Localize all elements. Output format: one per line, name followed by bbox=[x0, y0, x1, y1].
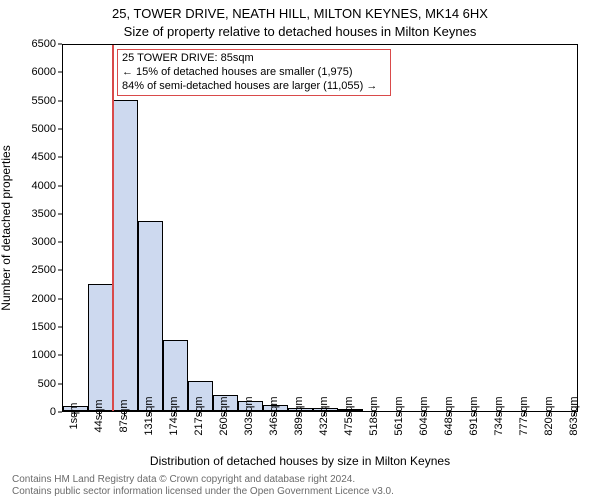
y-tick-mark bbox=[58, 298, 62, 299]
x-tick-label: 44sqm bbox=[93, 399, 105, 432]
y-tick-label: 4000 bbox=[6, 180, 56, 192]
chart-title-main: 25, TOWER DRIVE, NEATH HILL, MILTON KEYN… bbox=[0, 6, 600, 21]
y-tick-label: 5000 bbox=[6, 123, 56, 135]
x-tick-label: 648sqm bbox=[443, 396, 455, 435]
y-tick-mark bbox=[58, 44, 62, 45]
y-tick-mark bbox=[58, 213, 62, 214]
x-tick-mark bbox=[574, 412, 575, 416]
y-tick-label: 5500 bbox=[6, 95, 56, 107]
y-tick-label: 3500 bbox=[6, 208, 56, 220]
x-tick-label: 1sqm bbox=[68, 403, 80, 430]
y-tick-mark bbox=[58, 327, 62, 328]
annotation-box: 25 TOWER DRIVE: 85sqm← 15% of detached h… bbox=[117, 49, 391, 96]
y-tick-label: 6000 bbox=[6, 66, 56, 78]
credit-line-1: Contains HM Land Registry data © Crown c… bbox=[12, 474, 355, 485]
chart-title-sub: Size of property relative to detached ho… bbox=[0, 24, 600, 39]
y-tick-mark bbox=[58, 128, 62, 129]
x-tick-mark bbox=[174, 412, 175, 416]
x-tick-label: 518sqm bbox=[368, 396, 380, 435]
y-tick-label: 1000 bbox=[6, 349, 56, 361]
figure: 25, TOWER DRIVE, NEATH HILL, MILTON KEYN… bbox=[0, 0, 600, 500]
histogram-bar bbox=[113, 100, 138, 411]
y-tick-label: 2500 bbox=[6, 264, 56, 276]
x-tick-label: 303sqm bbox=[243, 396, 255, 435]
x-tick-label: 820sqm bbox=[543, 396, 555, 435]
x-tick-mark bbox=[274, 412, 275, 416]
y-tick-label: 1500 bbox=[6, 321, 56, 333]
annotation-line: 25 TOWER DRIVE: 85sqm bbox=[122, 52, 386, 66]
x-tick-label: 174sqm bbox=[168, 396, 180, 435]
x-tick-label: 691sqm bbox=[468, 396, 480, 435]
y-tick-label: 4500 bbox=[6, 151, 56, 163]
annotation-line: 84% of semi-detached houses are larger (… bbox=[122, 80, 386, 94]
x-tick-label: 561sqm bbox=[393, 396, 405, 435]
annotation-line: ← 15% of detached houses are smaller (1,… bbox=[122, 66, 386, 80]
x-tick-label: 604sqm bbox=[418, 396, 430, 435]
y-tick-mark bbox=[58, 383, 62, 384]
y-tick-mark bbox=[58, 72, 62, 73]
x-tick-label: 389sqm bbox=[293, 396, 305, 435]
x-tick-mark bbox=[549, 412, 550, 416]
y-tick-mark bbox=[58, 412, 62, 413]
x-tick-mark bbox=[424, 412, 425, 416]
x-tick-mark bbox=[124, 412, 125, 416]
x-tick-label: 863sqm bbox=[568, 396, 580, 435]
x-tick-mark bbox=[499, 412, 500, 416]
histogram-bar bbox=[88, 284, 113, 411]
plot-area: 25 TOWER DRIVE: 85sqm← 15% of detached h… bbox=[62, 44, 578, 412]
x-tick-mark bbox=[74, 412, 75, 416]
x-tick-label: 131sqm bbox=[143, 396, 155, 435]
x-tick-mark bbox=[374, 412, 375, 416]
x-tick-mark bbox=[474, 412, 475, 416]
x-tick-label: 217sqm bbox=[193, 396, 205, 435]
x-tick-label: 260sqm bbox=[218, 396, 230, 435]
y-axis-label: Number of detached properties bbox=[0, 145, 13, 310]
y-tick-mark bbox=[58, 270, 62, 271]
x-axis-label: Distribution of detached houses by size … bbox=[0, 454, 600, 468]
x-tick-mark bbox=[349, 412, 350, 416]
y-tick-mark bbox=[58, 157, 62, 158]
y-tick-label: 6500 bbox=[6, 38, 56, 50]
x-tick-mark bbox=[199, 412, 200, 416]
y-tick-label: 3000 bbox=[6, 236, 56, 248]
credit-line-2: Contains public sector information licen… bbox=[12, 486, 394, 497]
y-tick-label: 0 bbox=[6, 406, 56, 418]
x-tick-label: 87sqm bbox=[118, 399, 130, 432]
x-tick-label: 432sqm bbox=[318, 396, 330, 435]
x-tick-label: 734sqm bbox=[493, 396, 505, 435]
x-tick-mark bbox=[324, 412, 325, 416]
y-tick-label: 2000 bbox=[6, 293, 56, 305]
x-tick-label: 475sqm bbox=[343, 396, 355, 435]
y-tick-mark bbox=[58, 242, 62, 243]
x-tick-label: 346sqm bbox=[268, 396, 280, 435]
y-tick-mark bbox=[58, 355, 62, 356]
x-tick-mark bbox=[224, 412, 225, 416]
histogram-bar bbox=[138, 221, 163, 411]
x-tick-mark bbox=[149, 412, 150, 416]
x-tick-label: 777sqm bbox=[518, 396, 530, 435]
reference-line bbox=[112, 45, 114, 411]
y-tick-label: 500 bbox=[6, 378, 56, 390]
x-tick-mark bbox=[399, 412, 400, 416]
x-tick-mark bbox=[249, 412, 250, 416]
x-tick-mark bbox=[449, 412, 450, 416]
y-tick-mark bbox=[58, 185, 62, 186]
x-tick-mark bbox=[299, 412, 300, 416]
y-tick-mark bbox=[58, 100, 62, 101]
x-tick-mark bbox=[99, 412, 100, 416]
x-tick-mark bbox=[524, 412, 525, 416]
